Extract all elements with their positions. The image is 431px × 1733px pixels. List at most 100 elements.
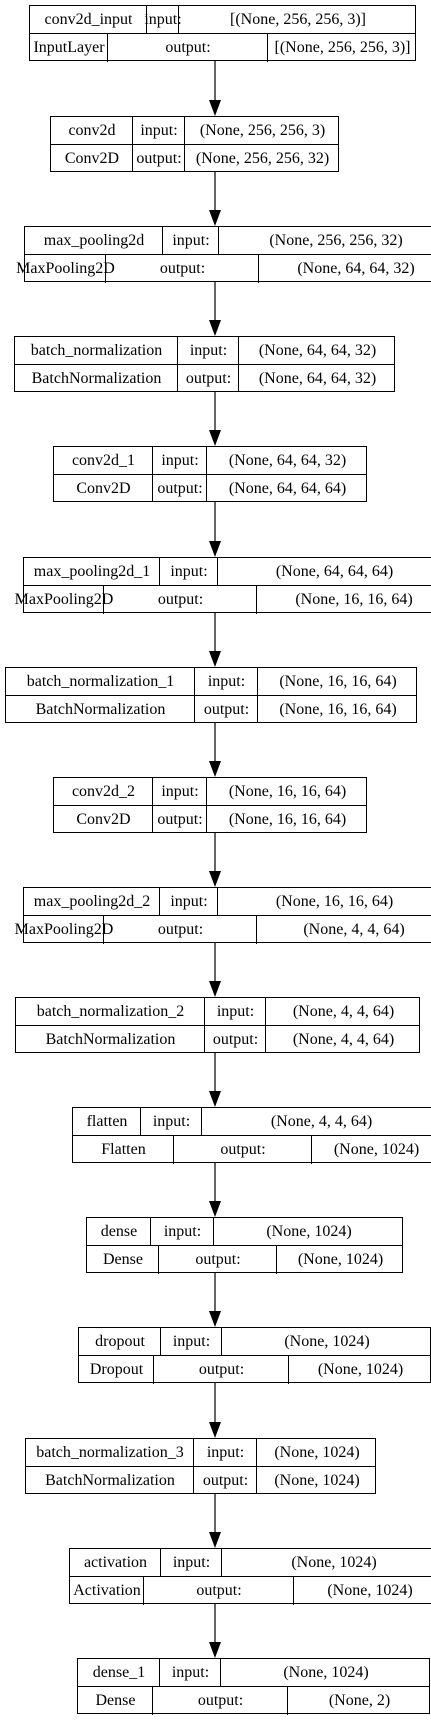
col-divider <box>178 6 179 34</box>
row-divider <box>51 144 338 145</box>
row-divider <box>24 915 431 916</box>
layer-type: BatchNormalization <box>31 370 162 387</box>
layer-node: max_pooling2d_1 input: (None, 64, 64, 64) M… <box>14 557 431 614</box>
input-shape: (None, 16, 16, 64) <box>228 783 347 800</box>
col-divider <box>256 586 257 614</box>
edge-arrowhead <box>209 871 221 887</box>
input-label: input: <box>161 452 199 469</box>
input-label: input: <box>172 1554 211 1571</box>
output-label: output: <box>220 1141 266 1158</box>
input-label: input: <box>171 1664 210 1681</box>
output-label: output: <box>196 1582 242 1599</box>
input-shape: (None, 4, 4, 64) <box>292 1003 395 1020</box>
row-divider <box>6 695 416 696</box>
row-divider <box>15 364 394 365</box>
col-divider <box>213 1218 214 1246</box>
col-divider <box>256 916 257 944</box>
row-divider <box>54 474 366 475</box>
input-shape: (None, 16, 16, 64) <box>279 673 397 690</box>
output-label: output: <box>157 921 204 938</box>
col-divider <box>177 337 178 391</box>
layer-node: max_pooling2d_2 input: (None, 16, 16, 64) M… <box>15 887 431 944</box>
col-divider <box>221 1328 222 1356</box>
layer-name: conv2d_1 <box>71 452 136 469</box>
output-shape: [(None, 256, 256, 3)] <box>274 39 411 56</box>
row-divider <box>70 1576 431 1577</box>
edge-arrowhead <box>209 1091 221 1107</box>
layer-node: conv2d Conv2D input: output: (None, 256, 256… <box>50 116 339 172</box>
edge-arrowhead <box>209 981 221 997</box>
layer-name: batch_normalization <box>30 342 163 359</box>
layer-type: BatchNormalization <box>45 1031 176 1048</box>
input-label: input: <box>140 122 178 139</box>
col-divider <box>288 1356 289 1384</box>
layer-node: max_pooling2d input: (None, 256, 256, 32) M… <box>16 226 431 283</box>
col-divider <box>132 117 133 171</box>
layer-type: Conv2D <box>76 811 131 828</box>
output-label: output: <box>203 701 250 718</box>
col-divider <box>217 558 218 586</box>
edge-arrowhead <box>209 100 221 116</box>
edge-arrowhead <box>209 430 221 446</box>
layer-node: conv2d_2 Conv2D input: output: (None, 16, 16… <box>53 777 367 833</box>
row-divider <box>26 1466 375 1467</box>
col-divider <box>105 255 106 283</box>
edge-arrowhead <box>209 651 221 667</box>
col-divider <box>150 1218 151 1246</box>
output-label: output: <box>195 1251 241 1268</box>
output-shape: (None, 1024) <box>333 1141 420 1158</box>
col-divider <box>201 1108 202 1136</box>
row-divider <box>87 1245 402 1246</box>
layer-node: batch_normalization BatchNormalization inp… <box>14 336 395 392</box>
edge-arrowhead <box>209 761 221 777</box>
input-label: input: <box>161 783 199 800</box>
edge-arrowhead <box>209 210 221 226</box>
layer-type: Activation <box>73 1582 141 1599</box>
input-label: input: <box>172 1333 211 1350</box>
col-divider <box>238 337 239 391</box>
output-shape: (None, 4, 4, 64) <box>303 921 405 938</box>
col-divider <box>221 1549 222 1577</box>
col-divider <box>160 1549 161 1577</box>
input-shape: (None, 64, 64, 32) <box>228 452 347 469</box>
layer-type: Dense <box>103 1251 143 1268</box>
layer-node: batch_normalization_2 BatchNormalization i… <box>15 997 420 1053</box>
edge-arrowhead <box>209 1311 221 1327</box>
layer-name: dense_1 <box>92 1664 146 1681</box>
row-divider <box>73 1135 431 1136</box>
row-divider <box>54 805 366 806</box>
output-shape: (None, 1024) <box>297 1251 384 1268</box>
output-label: output: <box>159 260 206 277</box>
col-divider <box>152 1687 153 1715</box>
col-divider <box>107 34 108 62</box>
edge-arrowhead <box>209 1532 221 1548</box>
col-divider <box>206 778 207 832</box>
input-shape: (None, 16, 16, 64) <box>275 893 394 910</box>
input-shape: (None, 64, 64, 32) <box>258 342 377 359</box>
input-shape: (None, 4, 4, 64) <box>270 1113 373 1130</box>
edge-arrowhead <box>209 320 221 336</box>
col-divider <box>143 1577 144 1605</box>
input-shape: (None, 64, 64, 64) <box>275 563 394 580</box>
layer-name: max_pooling2d_1 <box>33 563 151 580</box>
input-shape: (None, 1024) <box>266 1223 352 1240</box>
col-divider <box>256 1439 257 1493</box>
layer-type: MaxPooling2D <box>16 260 115 277</box>
output-shape: (None, 64, 64, 64) <box>228 480 347 497</box>
col-divider <box>152 778 153 832</box>
col-divider <box>193 1439 194 1493</box>
input-label: input: <box>189 342 228 359</box>
output-label: output: <box>198 1361 245 1378</box>
layer-node: dropout input: (None, 1024) Dropout output: (… <box>78 1327 431 1384</box>
layer-type: MaxPooling2D <box>14 591 114 608</box>
layer-name: max_pooling2d <box>43 232 145 249</box>
layer-node: flatten input: (None, 4, 4, 64) Flatten outp… <box>72 1107 431 1164</box>
input-shape: (None, 1024) <box>284 1333 370 1350</box>
layer-type: Flatten <box>101 1141 146 1158</box>
layer-name: max_pooling2d_2 <box>33 893 151 910</box>
output-shape: (None, 4, 4, 64) <box>292 1031 395 1048</box>
output-shape: (None, 64, 64, 32) <box>297 260 415 277</box>
output-label: output: <box>136 150 182 167</box>
